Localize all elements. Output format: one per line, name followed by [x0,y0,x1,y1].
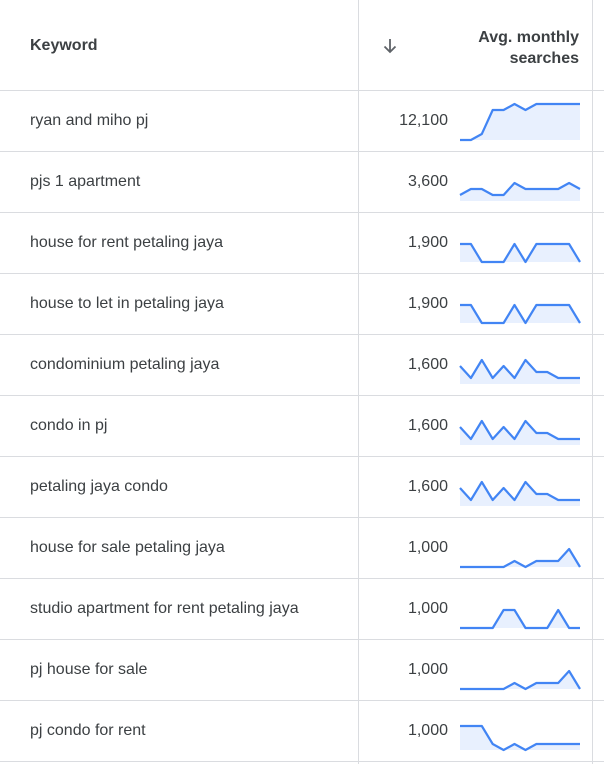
table-header: Keyword Avg. monthly searches [0,0,604,91]
sparkline-line [460,724,580,752]
trend-sparkline [460,242,581,264]
table-row[interactable]: petaling jaya condo 1,600 [0,457,604,518]
avg-monthly-searches-cell: 1,600 [407,356,448,373]
avg-monthly-searches-cell: 1,600 [407,417,448,434]
trend-sparkline [460,547,581,569]
trend-sparkline [459,181,581,201]
column-header-avg-monthly-searches[interactable]: Avg. monthly searches [439,27,579,69]
trend-sparkline [460,669,581,691]
keyword-cell: condo in pj [30,417,108,434]
table-row[interactable]: house for sale petaling jaya 1,000 [0,518,604,579]
sparkline-area [460,482,580,506]
trend-sparkline [459,419,580,445]
sparkline-line [460,669,581,691]
column-header-keyword[interactable]: Keyword [30,37,98,54]
avg-monthly-searches-cell: 1,000 [407,661,448,678]
table-row[interactable]: pj house for sale 1,000 [0,640,604,701]
keyword-cell: house for sale petaling jaya [30,539,225,556]
keyword-cell: house to let in petaling jaya [30,295,224,312]
sparkline-line [459,480,580,502]
avg-header-line1: Avg. monthly [478,29,579,46]
avg-monthly-searches-cell: 12,100 [399,112,448,129]
sparkline-area [460,104,580,140]
keyword-cell: pj condo for rent [30,722,146,739]
sparkline-line [459,419,580,441]
arrow-down-icon[interactable] [380,36,400,56]
column-divider [358,90,359,764]
column-divider [358,0,359,90]
keyword-cell: condominium petaling jaya [30,356,220,373]
table-row[interactable]: condo in pj 1,600 [0,396,604,457]
sparkline-area [460,671,580,689]
sparkline-line [459,181,581,197]
avg-monthly-searches-cell: 1,900 [407,295,448,312]
sparkline-line [460,608,580,630]
keyword-cell: house for rent petaling jaya [30,234,224,251]
table-right-border [592,0,593,764]
sparkline-line [460,242,581,264]
avg-monthly-searches-cell: 1,600 [407,478,448,495]
table-body: ryan and miho pj 12,100 pjs 1 apartment 3,6… [0,91,604,762]
sparkline-line [460,102,580,142]
table-row[interactable]: ryan and miho pj 12,100 [0,91,604,152]
table-row[interactable]: condominium petaling jaya 1,600 [0,335,604,396]
trend-sparkline [459,358,580,384]
avg-monthly-searches-cell: 1,000 [407,600,448,617]
table-row[interactable]: pjs 1 apartment 3,600 [0,152,604,213]
sparkline-area [460,360,580,384]
keyword-cell: pjs 1 apartment [30,173,141,190]
sparkline-area [460,549,580,567]
avg-header-line2: searches [509,50,579,67]
trend-sparkline [460,724,580,752]
table-row[interactable]: studio apartment for rent petaling jaya 1… [0,579,604,640]
table-row[interactable]: house for rent petaling jaya 1,900 [0,213,604,274]
avg-monthly-searches-cell: 1,000 [407,722,448,739]
avg-monthly-searches-cell: 1,000 [407,539,448,556]
keyword-cell: petaling jaya condo [30,478,168,495]
sparkline-line [459,358,580,380]
keyword-cell: studio apartment for rent petaling jaya [30,600,299,617]
trend-sparkline [460,303,581,325]
sparkline-area [460,183,580,201]
sparkline-line [460,303,581,325]
table-row[interactable]: house to let in petaling jaya 1,900 [0,274,604,335]
avg-monthly-searches-cell: 3,600 [407,173,448,190]
avg-monthly-searches-cell: 1,900 [407,234,448,251]
sparkline-area [460,421,580,445]
trend-sparkline [460,608,580,630]
trend-sparkline [460,102,580,142]
sparkline-line [460,547,581,569]
keyword-cell: ryan and miho pj [30,112,149,129]
table-row[interactable]: pj condo for rent 1,000 [0,701,604,762]
trend-sparkline [459,480,580,506]
keyword-cell: pj house for sale [30,661,148,678]
